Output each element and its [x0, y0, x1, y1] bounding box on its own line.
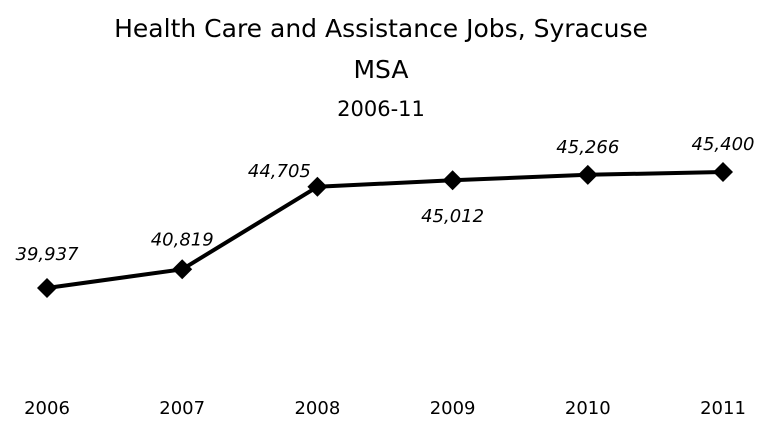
data-point-2007 [172, 259, 193, 280]
x-tick-label-2010: 2010 [565, 398, 611, 419]
data-label-2008: 44,705 [248, 161, 311, 182]
data-point-2008 [307, 176, 328, 197]
data-label-2011: 45,400 [692, 134, 755, 155]
plot-area: 39,937 40,819 44,705 45,012 45,266 45,400 [16, 134, 755, 298]
x-axis-tick-labels: 2006 2007 2008 2009 2010 2011 [24, 398, 746, 419]
data-point-2010 [577, 164, 598, 185]
x-tick-label-2007: 2007 [159, 398, 205, 419]
data-point-2006 [37, 278, 57, 298]
chart-title-line-1: Health Care and Assistance Jobs, Syracus… [114, 14, 648, 43]
data-label-2007: 40,819 [151, 229, 214, 250]
data-point-2011 [713, 162, 733, 182]
chart-title: Health Care and Assistance Jobs, Syracus… [114, 14, 648, 84]
x-tick-label-2008: 2008 [294, 398, 340, 419]
chart-subtitle: 2006-11 [337, 97, 425, 121]
data-point-2009 [442, 170, 463, 191]
data-label-2009: 45,012 [421, 206, 484, 227]
x-tick-label-2009: 2009 [430, 398, 476, 419]
x-tick-label-2011: 2011 [700, 398, 746, 419]
chart-title-line-2: MSA [353, 55, 408, 84]
x-tick-label-2006: 2006 [24, 398, 70, 419]
data-label-2010: 45,266 [556, 137, 619, 158]
data-label-2006: 39,937 [16, 244, 80, 265]
series-line [46, 170, 724, 290]
